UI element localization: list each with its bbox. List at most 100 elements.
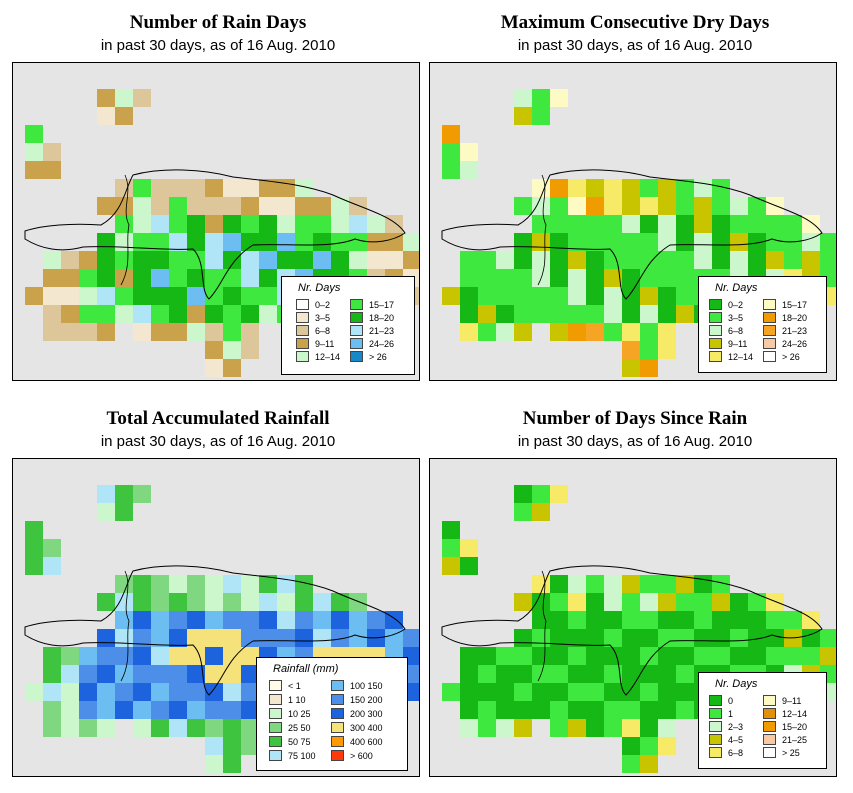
grid-cell (730, 251, 748, 269)
grid-cell (712, 233, 730, 251)
grid-cell (478, 683, 496, 701)
grid-cell (187, 719, 205, 737)
grid-cell (205, 233, 223, 251)
grid-cell (730, 647, 748, 665)
grid-cell (97, 719, 115, 737)
grid-cell (712, 611, 730, 629)
grid-cell (205, 593, 223, 611)
legend-swatch (709, 338, 722, 349)
grid-cell (223, 323, 241, 341)
grid-cell (241, 179, 259, 197)
grid-cell (295, 251, 313, 269)
grid-cell (550, 305, 568, 323)
grid-cell (295, 215, 313, 233)
grid-cell (622, 719, 640, 737)
legend-swatch (269, 722, 282, 733)
grid-cell (532, 503, 550, 521)
grid-cell (277, 197, 295, 215)
grid-cell (478, 719, 496, 737)
grid-cell (79, 665, 97, 683)
legend-swatch (331, 750, 344, 761)
grid-cell (658, 341, 676, 359)
legend-item: 24–26 (763, 338, 807, 350)
grid-cell (151, 611, 169, 629)
legend-title: Nr. Days (715, 282, 758, 294)
grid-cell (586, 305, 604, 323)
grid-cell (694, 629, 712, 647)
grid-cell (331, 593, 349, 611)
grid-cell (604, 593, 622, 611)
grid-cell (151, 233, 169, 251)
legend-item: 25 50 (269, 722, 311, 734)
grid-cell (802, 233, 820, 251)
grid-cell (223, 233, 241, 251)
grid-cell (586, 683, 604, 701)
grid-cell (223, 287, 241, 305)
grid-cell (169, 611, 187, 629)
grid-cell (640, 269, 658, 287)
grid-cell (514, 323, 532, 341)
grid-cell (169, 575, 187, 593)
grid-cell (151, 179, 169, 197)
grid-cell (532, 197, 550, 215)
grid-cell (514, 287, 532, 305)
grid-cell (223, 305, 241, 323)
grid-cell (43, 665, 61, 683)
grid-cell (514, 197, 532, 215)
panel-subtitle: in past 30 days, as of 16 Aug. 2010 (100, 433, 336, 450)
grid-cell (43, 323, 61, 341)
grid-cell (43, 647, 61, 665)
grid-cell (259, 575, 277, 593)
legend-swatch (269, 736, 282, 747)
grid-cell (331, 611, 349, 629)
grid-cell (622, 629, 640, 647)
grid-cell (550, 89, 568, 107)
legend-label: 400 600 (350, 737, 383, 747)
grid-cell (532, 233, 550, 251)
grid-cell (622, 701, 640, 719)
grid-cell (586, 197, 604, 215)
grid-cell (223, 251, 241, 269)
grid-cell (187, 287, 205, 305)
legend-item: 12–14 (763, 708, 807, 720)
grid-cell (151, 287, 169, 305)
grid-cell (748, 647, 766, 665)
grid-cell (604, 575, 622, 593)
legend-item: 300 400 (331, 722, 383, 734)
grid-cell (658, 215, 676, 233)
grid-cell (622, 575, 640, 593)
grid-cell (277, 629, 295, 647)
grid-cell (568, 575, 586, 593)
border-line (537, 570, 547, 682)
grid-cell (115, 647, 133, 665)
grid-cell (568, 647, 586, 665)
grid-cell (496, 665, 514, 683)
legend-item: 9–11 (296, 338, 334, 350)
grid-cell (550, 593, 568, 611)
grid-cell (223, 197, 241, 215)
legend-swatch (763, 325, 776, 336)
panel-subtitle: in past 30 days, as of 16 Aug. 2010 (517, 37, 753, 54)
grid-cell (658, 719, 676, 737)
grid-cell (586, 233, 604, 251)
grid-cell (151, 269, 169, 287)
grid-cell (658, 197, 676, 215)
grid-cell (514, 665, 532, 683)
legend-label: 21–23 (782, 326, 808, 336)
grid-cell (712, 197, 730, 215)
grid-cell (676, 701, 694, 719)
grid-cell (241, 287, 259, 305)
grid-cell (640, 719, 658, 737)
grid-cell (694, 179, 712, 197)
grid-cell (277, 611, 295, 629)
grid-cell (79, 251, 97, 269)
grid-cell (478, 305, 496, 323)
legend-label: 12–14 (728, 352, 754, 362)
grid-cell (694, 233, 712, 251)
grid-cell (586, 251, 604, 269)
grid-cell (622, 179, 640, 197)
grid-cell (496, 269, 514, 287)
grid-cell (748, 197, 766, 215)
grid-cell (712, 251, 730, 269)
grid-cell (133, 287, 151, 305)
